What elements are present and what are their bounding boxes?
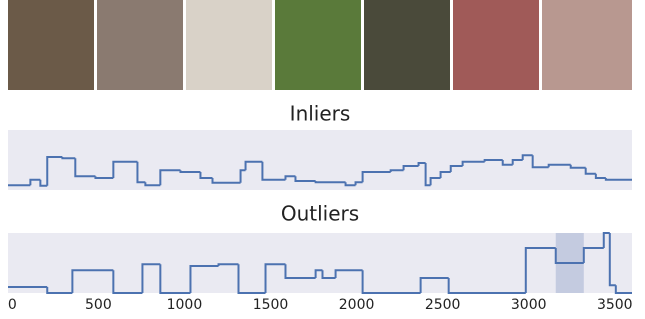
x-tick-label: 500: [85, 297, 112, 313]
frame: [542, 0, 632, 90]
figure: Inliers Outliers 0 500 1000 1500 2000 2500 3000 3…: [0, 0, 645, 315]
plot-area: [8, 233, 632, 293]
x-tick-label: 2500: [425, 297, 461, 313]
frame: [453, 0, 539, 90]
x-tick-label: 1500: [253, 297, 289, 313]
x-tick-label: 3000: [511, 297, 547, 313]
frame: [8, 0, 94, 90]
plot-area: [8, 130, 632, 190]
video-frames: [8, 0, 632, 90]
frame: [364, 0, 450, 90]
x-tick-label: 0: [8, 297, 17, 313]
x-tick-label: 1000: [167, 297, 203, 313]
chart-title: Inliers: [290, 102, 351, 126]
x-tick-label: 2000: [339, 297, 375, 313]
x-tick-label: 3500: [597, 297, 633, 313]
chart-title: Outliers: [281, 202, 359, 226]
frame: [186, 0, 272, 90]
frame: [275, 0, 361, 90]
frame: [97, 0, 183, 90]
